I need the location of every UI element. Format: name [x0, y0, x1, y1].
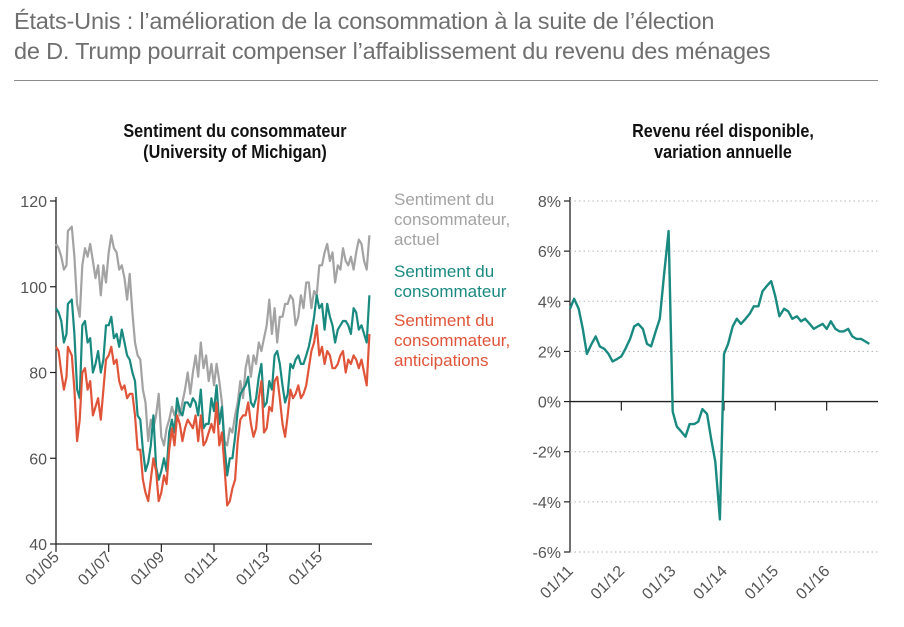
- chart1-y-tick-label: 40: [29, 537, 47, 554]
- chart2-y-tick-label: 2%: [538, 344, 561, 361]
- chart1-legend-line: Sentiment du: [394, 311, 494, 330]
- chart1-x-tick-label: 01/09: [128, 549, 168, 589]
- chart1-legend-line: Sentiment du: [394, 262, 494, 281]
- chart1-x-tick-label: 01/07: [75, 549, 115, 589]
- page-title: États-Unis : l’amélioration de la consom…: [14, 6, 884, 66]
- chart1-legend-line: anticipations: [394, 351, 489, 370]
- chart1-title-line-1: Sentiment du consommateur: [123, 121, 347, 141]
- chart2-title-line-1: Revenu réel disponible,: [632, 121, 814, 141]
- chart2-y-tick-label: 0%: [538, 395, 561, 412]
- chart1-y-tick-label: 80: [29, 366, 47, 383]
- chart1-x-tick-label: 01/05: [22, 549, 62, 589]
- chart2-title-line-2: variation annuelle: [654, 142, 792, 162]
- chart1-legend-line: consommateur: [394, 282, 507, 301]
- chart2-x-tick-label: 01/13: [639, 563, 679, 603]
- chart1-legend-line: actuel: [394, 230, 439, 249]
- chart1-y-tick-label: 120: [20, 194, 47, 211]
- chart2-y-tick-label: 6%: [538, 244, 561, 261]
- chart1-x-tick-label: 01/13: [233, 549, 273, 589]
- chart1-legend-grey: Sentiment du consommateur, actuel: [394, 190, 510, 249]
- chart2-x-tick-label: 01/14: [690, 563, 730, 603]
- chart1-legend-line: consommateur,: [394, 210, 510, 229]
- title-divider: [14, 80, 878, 81]
- chart1-series-line-red: [55, 324, 371, 507]
- chart2-y-tick-label: -6%: [533, 545, 561, 562]
- chart2-y-tick-label: -4%: [533, 495, 561, 512]
- chart1-series-line-teal: [55, 294, 371, 481]
- chart2-x-tick-label: 01/11: [537, 563, 577, 603]
- chart1-legend-line: Sentiment du: [394, 190, 494, 209]
- chart2-y-tick-label: 4%: [538, 294, 561, 311]
- page-title-line-1: États-Unis : l’amélioration de la consom…: [14, 8, 715, 34]
- chart2-series-line: [568, 229, 870, 521]
- page-title-line-2: de D. Trump pourrait compenser l’affaibl…: [14, 38, 771, 64]
- chart1-y-tick-label: 100: [20, 280, 47, 297]
- chart1-title: Sentiment du consommateur (University of…: [60, 121, 411, 163]
- chart1-x-tick-label: 01/15: [286, 549, 326, 589]
- chart2-y-tick-label: -2%: [533, 445, 561, 462]
- chart2-title: Revenu réel disponible, variation annuel…: [548, 121, 899, 163]
- chart1-series-line-grey: [55, 225, 371, 447]
- chart2-y-tick-label: 8%: [538, 194, 561, 211]
- chart1-legend-line: consommateur,: [394, 331, 510, 350]
- chart2-plot: -6% -4% -2% 0% 2% 4% 6% 8% 01/11 01/12 01/13 01/14 0…: [533, 194, 878, 603]
- chart2-x-tick-label: 01/15: [742, 563, 782, 603]
- chart1-legend-teal: Sentiment du consommateur: [394, 262, 507, 301]
- chart1-y-tick-label: 60: [29, 451, 47, 468]
- chart1-plot: 40 60 80 100 120 01/05 01/07 01/09 01/11 01/13 01/…: [20, 190, 510, 589]
- chart1-x-tick-label: 01/11: [181, 549, 221, 589]
- chart2-x-tick-label: 01/12: [588, 563, 628, 603]
- chart1-title-line-2: (University of Michigan): [143, 142, 327, 162]
- chart2-x-tick-label: 01/16: [793, 563, 833, 603]
- chart1-legend-red: Sentiment du consommateur, anticipations: [394, 311, 510, 370]
